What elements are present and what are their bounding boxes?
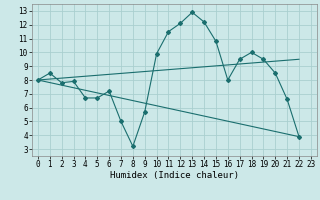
X-axis label: Humidex (Indice chaleur): Humidex (Indice chaleur) [110,171,239,180]
